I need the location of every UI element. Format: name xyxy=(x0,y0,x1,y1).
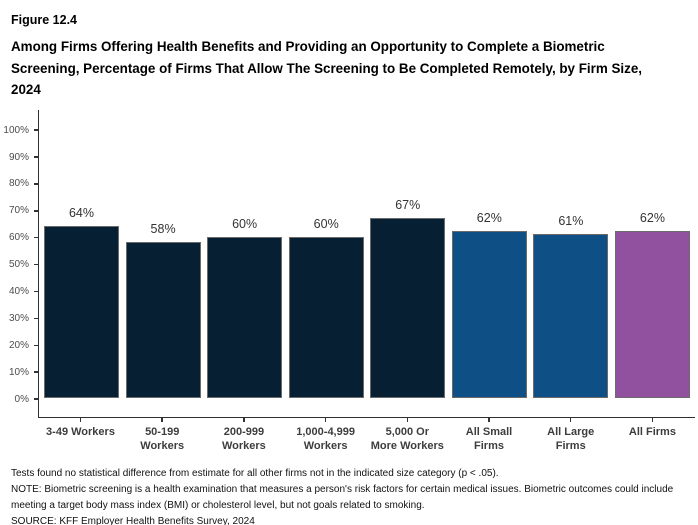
y-axis: 0% 10% 20% 30% 40% 50% 60% 70% 80% 90% 100% xyxy=(0,110,38,418)
bar-value-label: 67% xyxy=(395,197,421,212)
x-axis-ticks xyxy=(38,418,695,423)
bar xyxy=(614,231,690,399)
x-category-label: All Small Firms xyxy=(465,426,513,453)
bar xyxy=(207,236,283,399)
y-tick-mark xyxy=(34,317,38,320)
x-tick xyxy=(615,418,690,423)
bar-value-label: 64% xyxy=(68,205,95,220)
y-tick-mark xyxy=(34,156,38,158)
footnote-note: NOTE: Biometric screening is a health ex… xyxy=(11,483,674,511)
x-tick xyxy=(43,418,118,423)
x-tick-mark xyxy=(79,418,82,423)
y-tick-label: 50% xyxy=(8,259,29,271)
x-tick-mark xyxy=(324,418,327,423)
bar-group: 58% xyxy=(125,222,201,399)
chart-footnotes: Tests found no statistical difference fr… xyxy=(0,454,698,525)
x-tick-mark xyxy=(161,418,163,423)
bar xyxy=(288,236,364,399)
bar xyxy=(125,242,201,399)
y-tick-mark xyxy=(34,183,38,185)
y-tick-label: 80% xyxy=(8,178,29,190)
y-tick-mark xyxy=(34,210,38,212)
x-tick xyxy=(206,418,281,423)
x-tick-mark xyxy=(569,418,572,423)
x-tick xyxy=(288,418,363,423)
y-tick-label: 70% xyxy=(8,205,29,217)
chart-header: Figure 12.4 Among Firms Offering Health … xyxy=(0,0,698,101)
y-tick-mark xyxy=(34,129,38,131)
bar-value-label: 62% xyxy=(476,211,502,226)
y-tick-mark xyxy=(34,344,38,347)
bar-group: 62% xyxy=(614,211,690,399)
x-tick xyxy=(125,418,200,423)
x-axis-labels: 3-49 Workers 50-199 Workers 200-999 Worker… xyxy=(38,425,695,454)
bar-value-label: 60% xyxy=(313,216,339,231)
bar-group: 64% xyxy=(44,205,119,399)
x-category-label: 5,000 Or More Workers xyxy=(370,426,444,453)
bar-group: 60% xyxy=(288,216,364,399)
x-tick-mark xyxy=(243,418,245,423)
footnote-source: SOURCE: KFF Employer Health Benefits Sur… xyxy=(11,515,255,525)
x-category-label: All Firms xyxy=(628,426,676,439)
y-tick-mark xyxy=(34,236,38,239)
bar-group: 60% xyxy=(207,216,283,399)
y-tick-mark xyxy=(34,263,38,266)
y-tick-label: 40% xyxy=(8,286,29,298)
y-tick-mark xyxy=(34,371,38,373)
x-category-label: All Large Firms xyxy=(547,426,595,453)
bar-group: 62% xyxy=(451,211,527,399)
bar-group: 67% xyxy=(370,197,446,399)
y-tick-label: 0% xyxy=(14,393,29,405)
plot-area: 64% 58% 60% 60% 67% 62% 61% 62% xyxy=(38,110,695,419)
y-tick-mark xyxy=(34,398,38,400)
bar xyxy=(451,231,527,399)
x-tick-mark xyxy=(406,418,409,423)
bar-value-label: 61% xyxy=(558,214,584,229)
y-tick-mark xyxy=(34,290,38,293)
figure-number: Figure 12.4 xyxy=(11,13,77,27)
bars-row: 64% 58% 60% 60% 67% 62% 61% 62% xyxy=(39,197,695,399)
chart-body: 64% 58% 60% 60% 67% 62% 61% 62% 3-49 Workers 50-… xyxy=(38,110,695,454)
x-tick-mark xyxy=(488,418,490,423)
bar xyxy=(370,217,446,399)
y-tick-label: 90% xyxy=(8,151,29,163)
footnote-tests: Tests found no statistical difference fr… xyxy=(11,467,499,479)
chart-title: Among Firms Offering Health Benefits and… xyxy=(11,39,642,98)
x-tick xyxy=(452,418,527,423)
x-tick-mark xyxy=(651,418,654,423)
bar-chart: 0% 10% 20% 30% 40% 50% 60% 70% 80% 90% 100% 64% 58%… xyxy=(0,110,698,454)
y-tick-label: 10% xyxy=(8,366,29,378)
bar xyxy=(533,234,609,399)
bar xyxy=(44,225,119,399)
x-tick xyxy=(533,418,608,423)
y-tick-label: 60% xyxy=(8,232,29,244)
bar-value-label: 62% xyxy=(639,211,665,226)
x-category-label: 50-199 Workers xyxy=(140,426,185,453)
y-tick-label: 100% xyxy=(3,124,29,136)
x-category-label: 200-999 Workers xyxy=(221,426,266,453)
bar-group: 61% xyxy=(533,214,609,399)
x-category-label: 1,000-4,999 Workers xyxy=(296,426,355,453)
bar-value-label: 58% xyxy=(150,222,176,237)
x-tick xyxy=(370,418,445,423)
y-tick-label: 20% xyxy=(8,339,29,351)
x-category-label: 3-49 Workers xyxy=(46,426,115,439)
y-tick-label: 30% xyxy=(8,312,29,324)
bar-value-label: 60% xyxy=(232,216,258,231)
